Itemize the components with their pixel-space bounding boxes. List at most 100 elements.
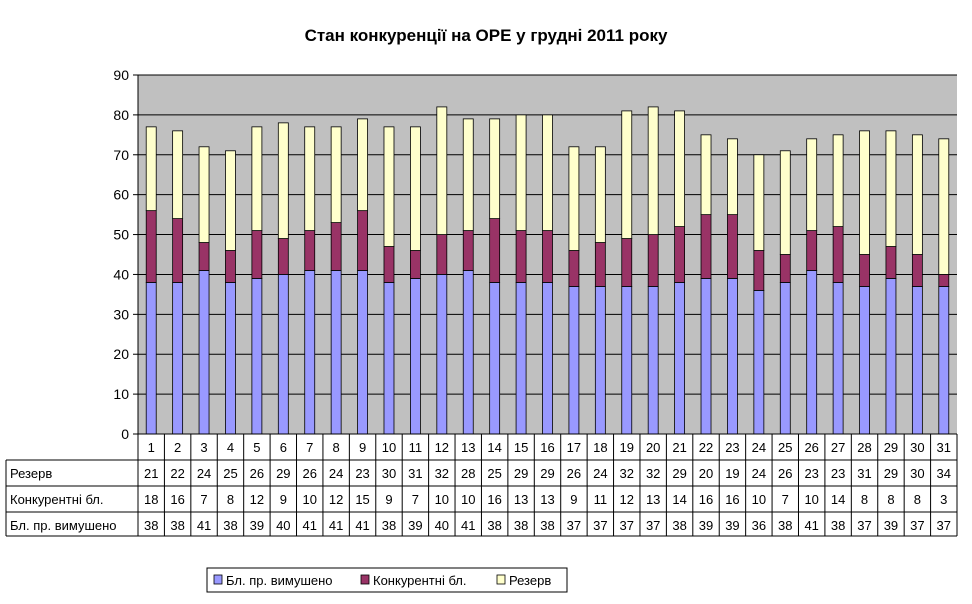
bar-segment <box>357 118 368 212</box>
bar-segment <box>462 230 474 271</box>
y-tick-label: 60 <box>113 187 129 203</box>
bar-segment <box>594 286 606 435</box>
bar-segment <box>621 286 633 435</box>
bar-segment <box>806 270 818 435</box>
plot-area: 0 10 20 30 40 50 60 70 80 90 <box>113 67 957 442</box>
bar-segment <box>462 118 474 231</box>
bar-segment <box>753 289 765 435</box>
data-label: 14 <box>831 492 845 507</box>
x-tick-label: 16 <box>540 440 554 455</box>
bar-segment <box>806 230 818 271</box>
bar-segment <box>304 126 316 231</box>
bar-segment <box>594 146 606 243</box>
bar-segment <box>330 222 342 271</box>
data-label: 20 <box>699 466 713 481</box>
bar-segment <box>410 126 421 251</box>
bar-segment <box>938 138 950 275</box>
data-label: 37 <box>910 518 924 533</box>
bar-segment <box>436 106 448 235</box>
data-label: 25 <box>223 466 237 481</box>
bar-segment <box>277 274 289 435</box>
data-label: 21 <box>144 466 158 481</box>
bar-segment <box>198 146 210 243</box>
bar-segment <box>330 270 342 435</box>
data-label: 23 <box>355 466 369 481</box>
y-tick-label: 20 <box>113 346 129 362</box>
bar-segment <box>674 110 685 227</box>
bar-segment <box>859 286 870 435</box>
bar-segment <box>885 246 897 279</box>
data-label: 37 <box>937 518 951 533</box>
data-label: 37 <box>593 518 607 533</box>
x-tick-label: 11 <box>409 440 423 455</box>
data-label: 38 <box>672 518 686 533</box>
bar-segment <box>489 282 501 435</box>
bar-segment <box>198 270 210 435</box>
data-label: 36 <box>752 518 766 533</box>
bar-segment <box>251 278 263 435</box>
data-label: 37 <box>857 518 871 533</box>
bar-segment <box>911 254 923 287</box>
data-label: 24 <box>593 466 607 481</box>
bar-segment <box>277 238 289 275</box>
data-label: 3 <box>940 492 947 507</box>
x-tick-label: 23 <box>725 440 739 455</box>
bar-segment <box>621 238 633 287</box>
bar-segment <box>357 210 368 271</box>
x-tick-label: 20 <box>646 440 660 455</box>
bar-segment <box>145 282 157 435</box>
data-label: 7 <box>412 492 419 507</box>
x-tick-label: 9 <box>359 440 366 455</box>
table-row-label: Бл. пр. вимушено <box>10 518 117 533</box>
x-tick-label: 12 <box>435 440 449 455</box>
y-tick-label: 10 <box>113 386 129 402</box>
bar-segment <box>568 286 580 435</box>
bar-segment <box>225 150 236 251</box>
data-label: 13 <box>540 492 554 507</box>
data-label: 32 <box>646 466 660 481</box>
data-label: 25 <box>487 466 501 481</box>
x-tick-label: 31 <box>937 440 951 455</box>
data-label: 13 <box>514 492 528 507</box>
bar-segment <box>621 110 633 239</box>
bar-segment <box>145 126 157 212</box>
bar-segment <box>225 282 236 435</box>
data-label: 39 <box>725 518 739 533</box>
bar-segment <box>172 282 184 435</box>
data-label: 12 <box>250 492 264 507</box>
data-label: 38 <box>778 518 792 533</box>
x-tick-label: 29 <box>884 440 898 455</box>
bar-segment <box>911 286 923 435</box>
data-label: 18 <box>144 492 158 507</box>
data-label: 15 <box>355 492 369 507</box>
bar-segment <box>911 134 923 255</box>
bar-segment <box>674 226 685 283</box>
bar-segment <box>832 134 844 227</box>
data-label: 19 <box>725 466 739 481</box>
x-tick-label: 4 <box>227 440 234 455</box>
data-label: 38 <box>223 518 237 533</box>
data-label: 13 <box>646 492 660 507</box>
bar-segment <box>594 242 606 287</box>
x-tick-label: 30 <box>910 440 924 455</box>
data-label: 7 <box>200 492 207 507</box>
bar-segment <box>647 234 659 287</box>
data-label: 29 <box>672 466 686 481</box>
bar-segment <box>542 114 553 231</box>
table-row-label: Конкурентні бл. <box>10 492 104 507</box>
legend-label: Конкурентні бл. <box>373 573 467 588</box>
x-tick-label: 26 <box>804 440 818 455</box>
x-tick-label: 10 <box>382 440 396 455</box>
data-label: 10 <box>804 492 818 507</box>
bar-segment <box>225 250 236 283</box>
bar-segment <box>383 246 395 283</box>
bar-segment <box>727 138 738 216</box>
data-label: 22 <box>170 466 184 481</box>
table-row-label: Резерв <box>10 466 52 481</box>
x-tick-label: 14 <box>487 440 501 455</box>
x-tick-label: 8 <box>333 440 340 455</box>
bar-segment <box>172 218 184 283</box>
bar-segment <box>727 278 738 435</box>
bar-segment <box>885 278 897 435</box>
